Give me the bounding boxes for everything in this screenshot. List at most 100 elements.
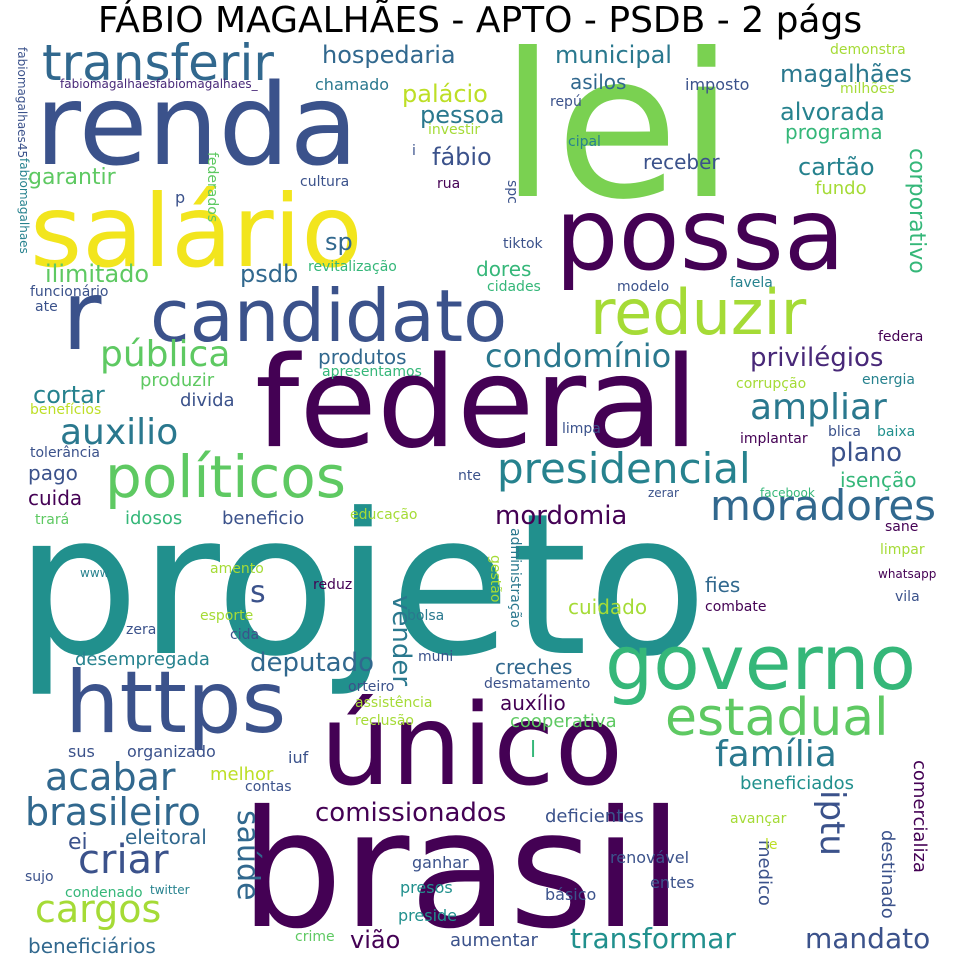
word-25: acabar xyxy=(45,755,176,799)
word-137: vila xyxy=(895,589,920,605)
word-12: políticos xyxy=(105,443,346,511)
word-44: plano xyxy=(830,438,903,468)
word-145: bolsa xyxy=(407,608,445,624)
word-128: tolerância xyxy=(30,445,100,461)
word-49: ilimitado xyxy=(45,260,150,288)
word-80: vião xyxy=(350,926,401,954)
word-99: chamado xyxy=(315,75,390,94)
word-51: cortar xyxy=(33,381,105,409)
word-114: cidades xyxy=(487,279,541,295)
word-74: beneficiados xyxy=(740,773,855,794)
word-3: federal xyxy=(255,329,699,476)
word-40: pessoa xyxy=(420,101,505,129)
word-152: reclusão xyxy=(355,713,414,729)
word-32: transformar xyxy=(570,922,736,955)
word-54: dores xyxy=(476,257,532,281)
word-106: i xyxy=(412,143,416,159)
word-60: pago xyxy=(28,461,78,485)
word-142: administração xyxy=(507,528,523,628)
word-115: modelo xyxy=(617,279,670,295)
word-81: aumentar xyxy=(450,930,538,951)
word-132: zerar xyxy=(648,486,679,500)
word-22: família xyxy=(715,734,837,775)
word-29: comissionados xyxy=(315,798,507,828)
word-70: desempregada xyxy=(75,649,210,670)
word-19: pública xyxy=(100,334,231,375)
word-151: assistência xyxy=(355,695,433,711)
word-148: muni xyxy=(418,649,454,665)
word-120: apresentamos xyxy=(322,364,422,380)
word-122: energia xyxy=(862,372,915,388)
word-46: s xyxy=(250,575,266,610)
word-69: cooperativa xyxy=(510,711,617,732)
word-33: mandato xyxy=(805,922,931,955)
word-113: revitalização xyxy=(308,259,397,275)
word-9: governo xyxy=(605,618,917,707)
word-121: corrupção xyxy=(736,376,807,392)
word-78: comercializa xyxy=(909,760,930,873)
word-88: entes xyxy=(650,873,695,892)
word-138: www xyxy=(80,566,110,580)
word-97: le xyxy=(765,837,778,853)
word-83: organizado xyxy=(127,742,216,761)
word-150: orteiro xyxy=(348,679,395,695)
word-105: cipal xyxy=(568,134,601,150)
word-96: twitter xyxy=(150,883,190,897)
word-102: milhões xyxy=(840,81,895,97)
word-130: educação xyxy=(350,507,418,523)
word-58: fundo xyxy=(815,178,867,199)
word-147: cida xyxy=(230,627,260,643)
word-57: programa xyxy=(785,120,883,144)
word-90: ganhar xyxy=(412,853,469,872)
word-126: baixa xyxy=(877,424,916,440)
word-141: gestão xyxy=(487,555,503,603)
word-27: saúde xyxy=(230,810,265,901)
word-43: corporativo xyxy=(904,148,929,274)
word-135: limpar xyxy=(880,542,925,558)
word-18: condomínio xyxy=(485,337,672,375)
word-119: ate xyxy=(35,299,58,315)
word-21: ampliar xyxy=(750,387,887,428)
word-42: cartão xyxy=(798,153,875,181)
word-48: psdb xyxy=(240,260,299,288)
word-8: https xyxy=(65,653,287,753)
word-146: zera xyxy=(126,622,157,638)
word-61: cuida xyxy=(28,486,83,510)
word-10: candidato xyxy=(150,274,508,358)
word-28: iptu xyxy=(812,790,852,856)
word-31: mordomia xyxy=(495,501,628,531)
word-155: fabiomagalhaes xyxy=(17,158,31,254)
word-131: nte xyxy=(458,468,481,484)
word-13: estadual xyxy=(665,688,889,748)
word-73: melhor xyxy=(210,764,274,785)
word-56: asilos xyxy=(570,70,627,94)
word-91: presos xyxy=(400,878,453,897)
word-63: beneficio xyxy=(222,508,305,529)
word-79: beneficiários xyxy=(28,934,156,958)
word-123: limpa xyxy=(562,421,601,437)
word-35: municipal xyxy=(555,41,672,69)
word-101: demonstra xyxy=(830,42,906,58)
word-93: crime xyxy=(295,929,335,945)
word-72: eleitoral xyxy=(125,825,207,849)
word-36: magalhães xyxy=(780,60,912,88)
word-41: fábio xyxy=(432,143,492,171)
word-14: r xyxy=(62,260,102,372)
word-89: básico xyxy=(545,885,597,904)
word-153: fabiomagalhaes45 xyxy=(15,47,29,159)
word-107: rua xyxy=(437,176,461,192)
word-144: esporte xyxy=(200,608,254,624)
word-86: l xyxy=(530,738,537,763)
word-15: transferir xyxy=(42,34,274,92)
word-111: spc xyxy=(504,180,520,204)
word-109: p xyxy=(175,188,186,207)
word-98: avançar xyxy=(730,811,787,827)
word-67: creches xyxy=(495,655,573,679)
word-118: funcionário xyxy=(30,284,109,300)
word-127: benefícios xyxy=(30,402,102,418)
word-11: reduzir xyxy=(590,276,807,349)
word-82: sus xyxy=(68,742,95,761)
word-16: presidencial xyxy=(497,444,751,493)
